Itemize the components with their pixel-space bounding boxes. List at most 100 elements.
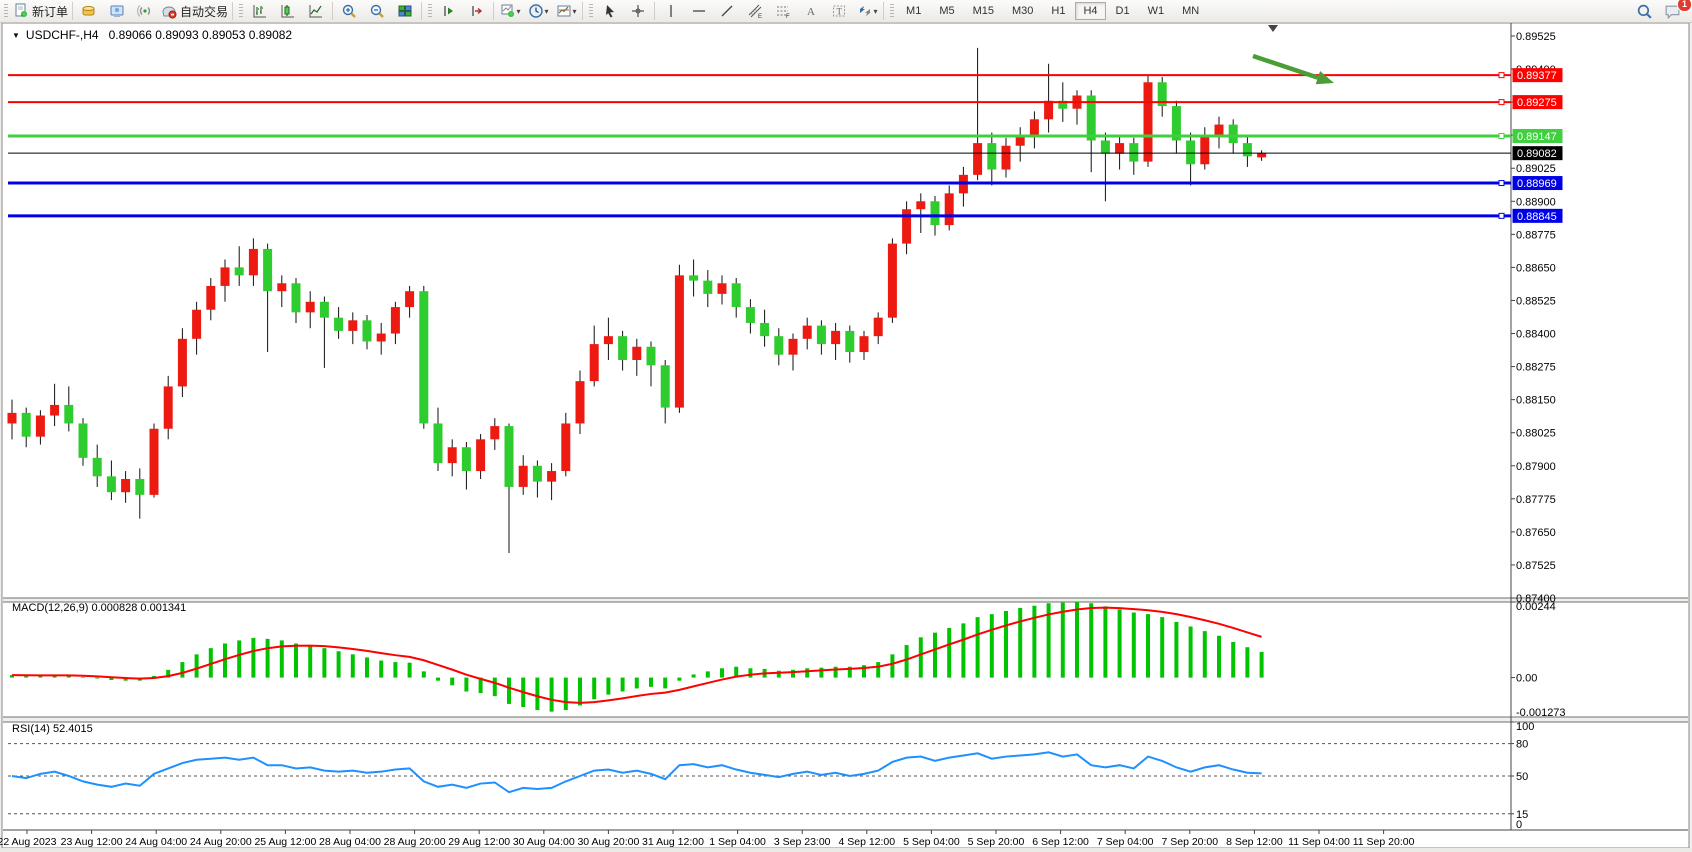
trendline-button[interactable] [713,1,741,21]
tab-timeframe-m5[interactable]: M5 [939,5,955,17]
cursor-button[interactable] [596,1,624,21]
crosshair-button[interactable] [624,1,652,21]
svg-text:4 Sep 12:00: 4 Sep 12:00 [838,836,895,848]
svg-text:0.89147: 0.89147 [1517,131,1557,143]
chart-bars-button[interactable] [246,1,274,21]
tab-timeframe-m15[interactable]: M15 [972,5,994,17]
zoom-out-button[interactable] [363,1,391,21]
crosshair-icon [632,5,645,17]
text-icon: A [807,6,815,18]
text-button[interactable]: A [797,1,825,21]
metaeditor-icon [110,5,124,17]
chart-shift-icon [472,6,483,16]
new-order-icon [15,3,27,17]
svg-text:0.00: 0.00 [1516,673,1537,685]
horizontal-line-icon [693,10,706,12]
svg-text:0.89082: 0.89082 [1517,148,1557,160]
chart-ohlc-quote: 0.89066 0.89093 0.89053 0.89082 [108,28,293,42]
svg-text:0: 0 [1516,819,1522,831]
tab-timeframe-m30[interactable]: M30 [1012,5,1034,17]
vertical-line-button[interactable] [657,1,685,21]
metaeditor-button[interactable] [103,1,131,21]
fibonacci-button[interactable]: F [769,1,797,21]
svg-text:0.87525: 0.87525 [1516,560,1556,572]
tab-timeframe-h1[interactable]: H1 [1051,5,1066,17]
signals-button[interactable] [131,1,159,21]
tab-timeframe-d1[interactable]: D1 [1115,5,1130,17]
svg-text:3 Sep 23:00: 3 Sep 23:00 [774,836,831,848]
chevron-down-icon[interactable]: ▾ [873,6,878,16]
channel-icon: E [748,4,762,19]
auto-scroll-button[interactable] [435,1,463,21]
chart-shift-button[interactable] [463,1,491,21]
svg-text:0.87775: 0.87775 [1516,494,1556,506]
svg-text:0.89525: 0.89525 [1516,31,1556,43]
search-button[interactable] [1630,1,1658,21]
community-chat-button[interactable]: 1 [1658,0,1692,21]
toolbar: 新订单 自动交易 [0,0,1692,23]
chevron-down-icon[interactable]: ▾ [516,6,521,16]
terminal-button[interactable] [75,1,103,21]
templates-button[interactable]: ▾ [552,1,580,21]
chart-line-icon [309,5,323,18]
search-icon [1637,4,1652,19]
auto-trading-label: 自动交易 [180,4,229,19]
horizontal-line-button[interactable] [685,1,713,21]
svg-text:24 Aug 20:00: 24 Aug 20:00 [190,836,252,848]
cursor-icon [606,5,615,18]
tab-timeframe-h4[interactable]: H4 [1075,2,1106,20]
tab-timeframe-mn[interactable]: MN [1182,5,1200,17]
terminal-icon [82,6,95,16]
macd-indicator-label: MACD(12,26,9) 0.000828 0.001341 [12,602,187,614]
svg-text:30 Aug 20:00: 30 Aug 20:00 [577,836,639,848]
chart-line-button[interactable] [302,1,330,21]
svg-text:F: F [786,14,790,19]
tab-timeframe-w1[interactable]: W1 [1147,5,1165,17]
arrows-button[interactable]: ▾ [853,1,881,21]
chevron-down-icon[interactable]: ▼ [12,30,20,40]
svg-text:A: A [807,6,815,18]
toolbar-grip [4,4,8,18]
auto-trading-icon [162,6,177,19]
svg-text:0.89377: 0.89377 [1517,70,1557,82]
text-label-button[interactable]: T [825,1,853,21]
zoom-in-button[interactable] [335,1,363,21]
status-bar [0,848,1692,852]
svg-text:7 Sep 20:00: 7 Sep 20:00 [1161,836,1218,848]
svg-text:0.88025: 0.88025 [1516,428,1556,440]
svg-text:0.89025: 0.89025 [1516,163,1556,175]
svg-text:28 Aug 20:00: 28 Aug 20:00 [384,836,446,848]
chevron-down-icon[interactable]: ▾ [572,6,577,16]
chart-candles-button[interactable] [274,1,302,21]
svg-text:11 Sep 04:00: 11 Sep 04:00 [1288,836,1350,848]
svg-text:6 Sep 12:00: 6 Sep 12:00 [1032,836,1089,848]
text-label-icon: T [833,5,846,17]
svg-text:29 Aug 12:00: 29 Aug 12:00 [448,836,510,848]
signals-icon [137,4,151,18]
svg-text:23 Aug 12:00: 23 Aug 12:00 [61,836,123,848]
indicators-button[interactable]: ▾ [496,1,524,21]
vertical-line-icon [670,5,672,17]
rsi-indicator-label: RSI(14) 52.4015 [12,723,93,735]
zoom-in-icon [342,4,356,18]
svg-text:0.87650: 0.87650 [1516,527,1556,539]
svg-text:0.88275: 0.88275 [1516,362,1556,374]
new-order-button[interactable]: 新订单 [11,1,70,21]
channel-button[interactable]: E [741,1,769,21]
tile-windows-button[interactable] [391,1,419,21]
svg-text:28 Aug 04:00: 28 Aug 04:00 [319,836,381,848]
chevron-down-icon[interactable]: ▾ [544,6,549,16]
auto-trading-button[interactable]: 自动交易 [159,1,230,21]
svg-text:0.88845: 0.88845 [1517,211,1557,223]
zoom-out-icon [370,4,384,18]
svg-text:0.89275: 0.89275 [1517,97,1557,109]
fibonacci-icon: F [777,6,790,19]
svg-text:0.88650: 0.88650 [1516,262,1556,274]
tab-timeframe-m1[interactable]: M1 [906,5,922,17]
svg-text:T: T [837,7,843,17]
svg-text:0.87400: 0.87400 [1516,593,1556,605]
periods-button[interactable]: ▾ [524,1,552,21]
timeframe-group: M1 M5 M15 M30 H1 H4 D1 W1 MN [897,2,1208,20]
